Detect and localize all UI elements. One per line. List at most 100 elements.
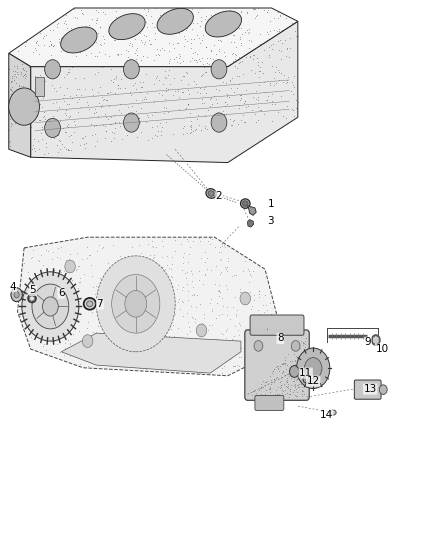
Point [237,116,244,124]
Point [283,389,290,397]
Point [250,92,257,101]
Point [221,362,228,370]
Point [45,335,52,344]
Point [182,104,189,113]
Point [230,270,237,279]
Point [300,390,307,398]
Point [251,386,258,395]
Point [214,286,221,295]
Point [202,122,209,130]
Point [199,70,206,78]
Point [91,31,98,39]
Point [30,144,37,152]
Point [278,392,285,400]
Point [138,257,145,266]
Point [221,243,228,251]
Point [111,323,118,332]
Point [49,302,56,310]
Point [126,294,133,303]
Point [219,78,226,86]
Point [283,76,290,84]
Text: 5: 5 [29,286,36,295]
Point [166,39,173,47]
Point [292,392,299,400]
Point [50,337,57,345]
Point [148,237,155,246]
Point [162,74,170,82]
Point [265,92,272,100]
Point [268,61,276,70]
Point [182,68,189,76]
Point [141,341,148,349]
Point [152,338,159,347]
Point [177,7,184,15]
Point [277,384,284,393]
Point [166,332,173,340]
Point [183,273,190,282]
Point [142,70,149,78]
Point [125,103,132,111]
Point [110,321,117,329]
Point [151,29,158,38]
Point [226,355,233,364]
Point [256,40,263,49]
Point [95,112,102,120]
Point [113,6,120,15]
Point [174,298,181,306]
Point [143,365,150,374]
Point [130,256,137,265]
Point [290,83,297,91]
Point [121,296,128,304]
Point [189,237,196,246]
Point [294,87,301,96]
Point [279,26,286,34]
Point [78,255,85,263]
Point [97,274,104,282]
Point [288,87,295,95]
Point [223,349,230,358]
Point [40,307,47,316]
Point [183,268,190,276]
Point [165,66,172,75]
Point [76,274,83,282]
Point [191,47,198,56]
Point [179,27,186,35]
Point [299,341,306,349]
Point [116,365,123,373]
Point [211,25,218,34]
Point [140,51,147,60]
Point [190,313,197,322]
Point [256,289,263,298]
Point [95,99,102,108]
Point [27,275,34,284]
Point [173,342,180,350]
Point [209,342,216,350]
Point [288,363,295,372]
Point [104,88,111,97]
Point [208,94,215,102]
Point [247,51,254,60]
Point [58,33,65,42]
Point [137,128,144,136]
Point [231,116,238,124]
Point [244,9,251,18]
Point [193,291,200,300]
Point [63,70,70,79]
Point [271,365,278,373]
Point [66,99,73,108]
Point [94,246,101,255]
Point [301,373,308,381]
Point [131,266,138,275]
Point [283,365,290,374]
Point [100,32,107,41]
Point [186,90,193,98]
Point [230,56,237,65]
Point [95,68,102,76]
Point [280,77,287,86]
Point [89,282,96,291]
Point [70,329,77,338]
Point [199,344,206,353]
Point [45,335,52,343]
Point [216,243,223,251]
Point [28,116,35,125]
